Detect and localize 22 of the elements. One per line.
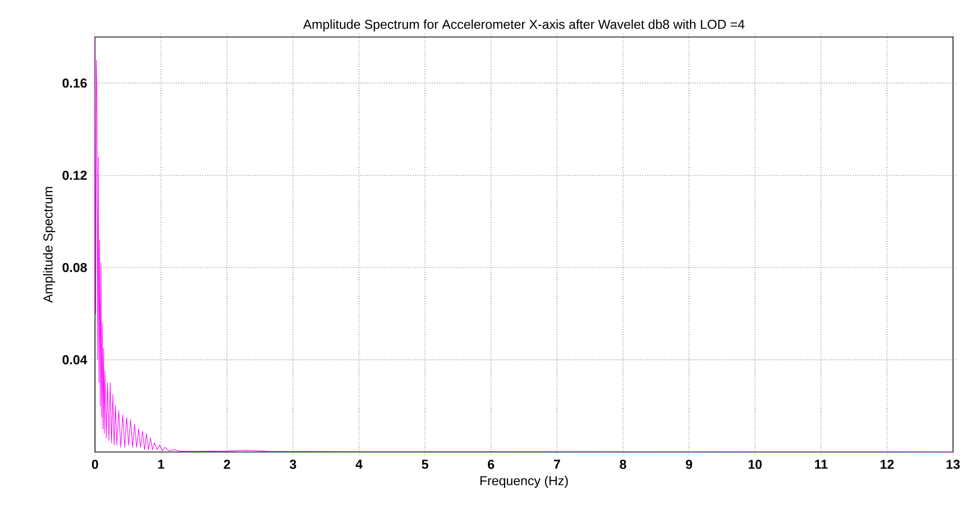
x-tick-label: 2 [224,460,230,469]
x-axis-title: Frequency (Hz) [480,476,568,488]
y-tick-label: 0.12 [62,170,87,180]
x-tick-label: 3 [290,460,296,469]
x-tick-label: 10 [748,460,762,469]
x-tick-label: 6 [488,460,494,469]
line-series [95,36,954,452]
x-tick-label: 1 [158,460,164,469]
y-axis-title: Amplitude Spectrum [43,187,56,303]
x-tick-label: 12 [880,460,894,469]
x-tick-label: 9 [686,460,692,469]
x-tick-label: 7 [554,460,560,469]
x-tick-label: 0 [92,460,98,469]
y-tick-label: 0.08 [62,262,87,272]
chart-title: Amplitude Spectrum for Accelerometer X-axis after Wavelet db8 with LOD =4 [303,19,745,32]
y-tick-label: 0.16 [62,78,87,88]
y-tick-label: 0.04 [62,355,88,364]
x-tick-label: 4 [356,460,363,469]
x-tick-label: 5 [422,460,428,469]
x-tick-label: 8 [620,460,626,469]
x-tick-label: 13 [946,460,960,469]
x-tick-label: 11 [814,460,828,469]
